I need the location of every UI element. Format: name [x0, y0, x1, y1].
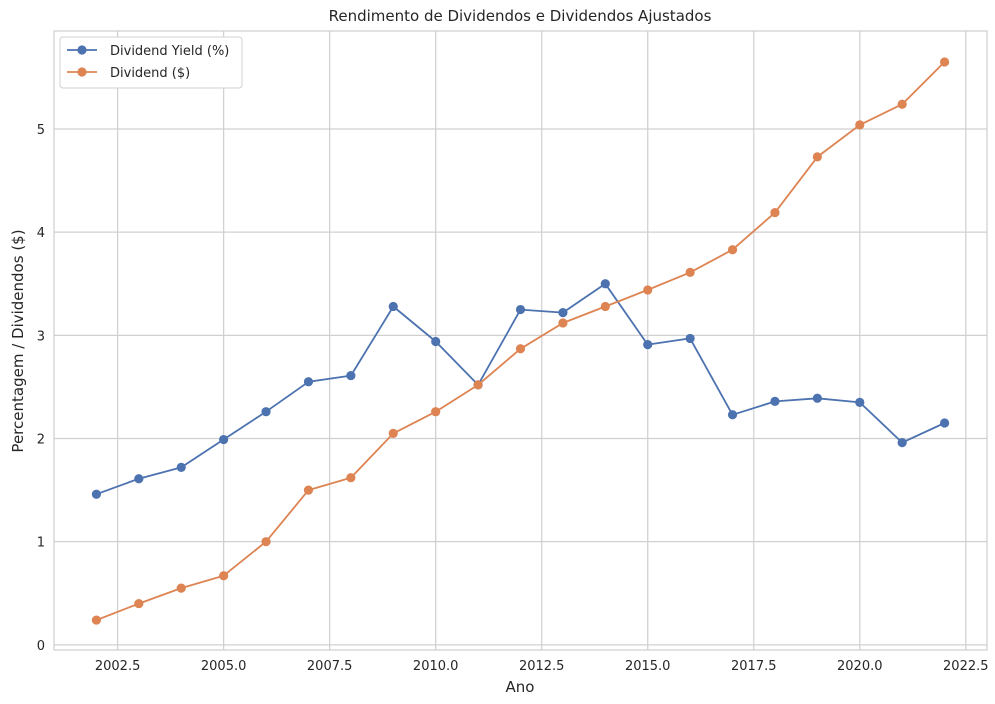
data-point	[261, 407, 271, 417]
data-point	[134, 598, 144, 609]
data-point	[346, 370, 356, 381]
data-point	[643, 285, 653, 295]
data-point	[939, 418, 950, 428]
legend-marker	[77, 45, 87, 55]
data-point	[685, 333, 695, 344]
data-point	[812, 393, 822, 403]
legend-box	[59, 36, 243, 89]
data-point	[855, 120, 865, 130]
data-point	[176, 583, 186, 593]
data-point	[346, 473, 356, 483]
data-point	[91, 489, 102, 499]
x-tick-label: 2020.0	[837, 659, 883, 674]
legend-marker	[77, 67, 87, 77]
data-point	[134, 474, 144, 484]
x-tick-label: 2010.0	[413, 659, 459, 674]
y-tick-label: 4	[37, 226, 45, 241]
data-point	[812, 152, 822, 162]
data-point	[219, 571, 229, 581]
y-tick-label: 0	[37, 639, 45, 654]
data-point	[558, 308, 568, 318]
data-point	[897, 438, 907, 448]
data-point	[685, 267, 695, 278]
y-tick-label: 2	[37, 433, 45, 448]
data-point	[558, 318, 568, 328]
data-point	[600, 279, 610, 289]
data-point	[261, 537, 271, 547]
y-tick-label: 3	[37, 329, 45, 344]
data-point	[515, 344, 526, 354]
data-point	[176, 462, 186, 472]
data-point	[388, 428, 398, 438]
x-tick-label: 2015.0	[625, 659, 671, 674]
data-point	[473, 380, 483, 390]
chart-title: Rendimento de Dividendos e Dividendos Aj…	[329, 7, 712, 25]
plot-area	[53, 30, 988, 651]
series-layer	[91, 57, 950, 625]
data-point	[388, 301, 398, 312]
data-point	[643, 340, 653, 350]
legend-label: Dividend Yield (%)	[110, 44, 229, 59]
x-tick-label: 2012.5	[519, 659, 565, 674]
data-point	[303, 377, 314, 387]
x-tick-label: 2002.5	[95, 659, 141, 674]
series-1	[91, 57, 950, 625]
series-0	[91, 279, 950, 499]
x-tick-label: 2007.5	[307, 659, 353, 674]
legend: Dividend Yield (%) Dividend ($)	[59, 36, 243, 89]
data-point	[727, 410, 738, 420]
x-tick-label: 2017.5	[731, 659, 777, 674]
data-point	[600, 301, 610, 312]
data-point	[727, 245, 738, 255]
legend-label: Dividend ($)	[110, 66, 190, 81]
data-point	[855, 397, 865, 407]
data-point	[431, 336, 441, 347]
data-point	[770, 207, 780, 218]
x-tick-labels: 2002.5 2005.0 2007.5 2010.0 2012.5 2015.0 2017…	[95, 659, 989, 674]
x-axis-title: Ano	[506, 678, 535, 696]
data-point	[515, 304, 526, 315]
x-tick-label: 2022.5	[943, 659, 989, 674]
data-point	[219, 434, 229, 445]
y-tick-labels: 0 1 2 3 4 5	[37, 123, 45, 654]
y-tick-label: 1	[37, 536, 45, 551]
data-point	[431, 407, 441, 417]
x-tick-label: 2005.0	[201, 659, 247, 674]
data-point	[770, 396, 780, 406]
data-point	[303, 485, 314, 495]
data-point	[939, 57, 950, 67]
y-axis-title: Percentagem / Dividendos ($)	[9, 229, 27, 452]
data-point	[897, 99, 907, 109]
y-tick-label: 5	[37, 123, 45, 138]
data-point	[91, 615, 102, 625]
